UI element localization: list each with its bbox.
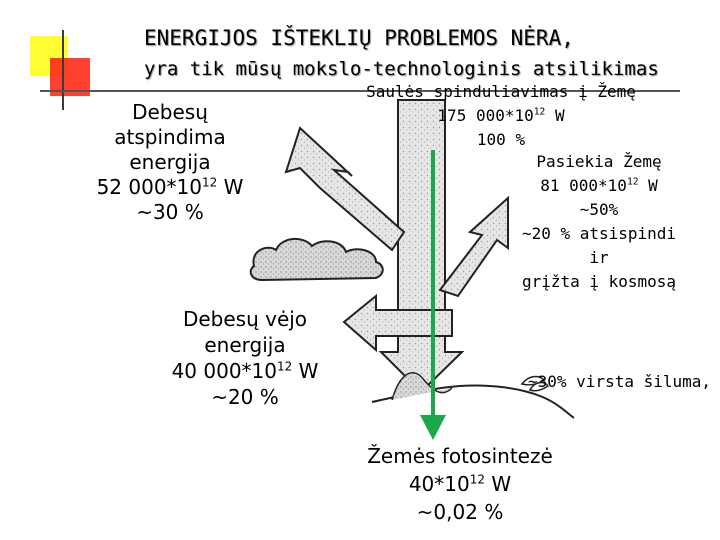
reaches-earth-value: 81 000*1012 W: [540, 176, 658, 195]
cloud-reflection-value: 52 000*1012 W: [96, 175, 244, 199]
cloud-reflection-label: Debesų atspindima energija 52 000*1012 W…: [40, 100, 300, 225]
wind-arrow: [342, 293, 453, 353]
decor-vertical-line: [62, 30, 64, 110]
sun-radiation-value: 175 000*1012 W: [437, 106, 565, 125]
photosynthesis-arrow-head: [420, 415, 446, 440]
sun-radiation-percent: 100 %: [476, 130, 526, 149]
wind-energy-label: Debesų vėjo energija 40 000*1012 W ~20 %: [130, 306, 360, 410]
page-title: ENERGIJOS IŠTEKLIŲ PROBLEMOS NĖRA,: [144, 26, 574, 50]
photosynthesis-value: 40*1012 W: [408, 472, 512, 496]
cloud-reflection-arrow: [284, 126, 406, 252]
heat-label: ~30% virsta šiluma,: [528, 372, 712, 391]
cloud-reflection-percent: ~30 %: [136, 200, 204, 224]
title-underline: [40, 90, 680, 92]
decor-red-square: [50, 58, 90, 96]
sun-radiation-label: Saulės spinduliavimas į Žemę 175 000*101…: [366, 80, 636, 152]
page-subtitle: yra tik mūsų mokslo-technologinis atsili…: [144, 58, 659, 80]
space-reflection-arrow: [438, 195, 509, 298]
photosynthesis-label: Žemės fotosintezė 40*1012 W ~0,02 %: [330, 442, 590, 526]
cloud-shape: [249, 238, 384, 282]
plant-icon: [520, 375, 550, 392]
reaches-earth-label: Pasiekia Žemę 81 000*1012 W ~50% ~20 % a…: [494, 150, 704, 294]
ground-hill: [391, 372, 453, 401]
wind-energy-value: 40 000*1012 W: [171, 359, 319, 383]
